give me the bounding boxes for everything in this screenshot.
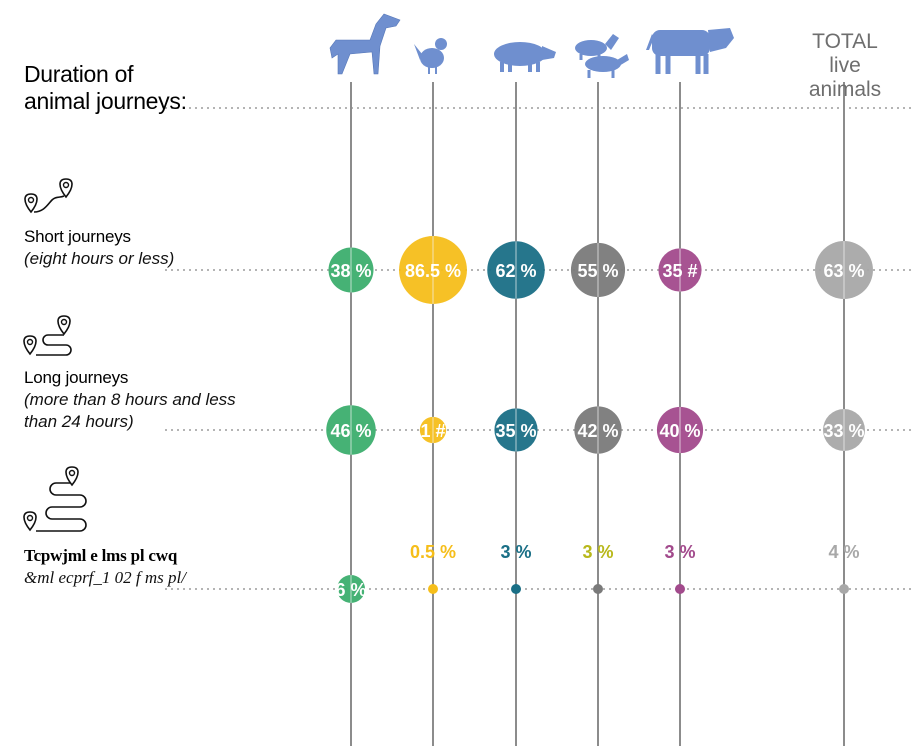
value-label-pigs-2: 3 % — [500, 542, 531, 562]
row-name-short: Short journeys — [24, 227, 131, 246]
value-label-pigs-0: 62 % — [495, 261, 536, 281]
chart-title: Duration of animal journeys: — [24, 61, 244, 115]
very-long-route-icon — [23, 466, 87, 532]
value-label-sheep-goats-0: 55 % — [577, 261, 618, 281]
row-desc-short: (eight hours or less) — [24, 249, 175, 268]
pig-icon — [494, 42, 556, 72]
value-label-total-2: 4 % — [828, 542, 859, 562]
value-label-cattle-2: 3 % — [664, 542, 695, 562]
row-label-short: Short journeys (eight hours or less) — [24, 226, 174, 270]
bubble-horses-0 — [328, 247, 374, 293]
value-label-total-0: 63 % — [823, 261, 864, 281]
bubble-pigs-2 — [511, 584, 521, 594]
value-label-poultry-1: 1 # — [420, 421, 445, 441]
title-text: Duration of animal journeys: — [24, 61, 187, 114]
value-label-poultry-2: 0.5 % — [410, 542, 456, 562]
value-label-sheep-goats-1: 42 % — [577, 421, 618, 441]
total-column-header: TOTAL live animals — [790, 30, 900, 102]
row-label-very-long: Tcpwjml e lms pl cwq &ml ecprf_1 02 f ms… — [24, 545, 186, 589]
row-name-very-long: Tcpwjml e lms pl cwq — [24, 546, 178, 565]
bubble-poultry-2 — [428, 584, 438, 594]
bubble-sheep-goats-2 — [593, 584, 603, 594]
bubble-total-1 — [823, 409, 865, 451]
bubble-cattle-0 — [658, 248, 702, 292]
value-label-horses-1: 46 % — [330, 421, 371, 441]
row-desc-long: (more than 8 hours and less than 24 hour… — [24, 390, 236, 431]
bubble-pigs-0 — [487, 241, 545, 299]
row-name-long: Long journeys — [24, 368, 129, 387]
value-label-horses-2: 6 % — [335, 580, 366, 600]
chicken-icon — [414, 38, 447, 74]
value-label-cattle-1: 40 % — [659, 421, 700, 441]
bubble-sheep-goats-0 — [570, 242, 626, 298]
short-route-icon — [24, 178, 73, 214]
bubble-sheep-goats-1 — [574, 406, 622, 454]
bubble-total-0 — [815, 241, 873, 299]
sheep-goat-icon — [575, 34, 629, 78]
bubble-poultry-1 — [419, 416, 447, 444]
cow-icon — [646, 28, 734, 74]
long-route-icon — [23, 315, 72, 356]
value-label-sheep-goats-2: 3 % — [582, 542, 613, 562]
bubble-total-2 — [839, 584, 849, 594]
horse-icon — [329, 13, 401, 75]
row-desc-very-long: &ml ecprf_1 02 f ms pl/ — [24, 568, 186, 587]
bubble-pigs-1 — [494, 408, 538, 452]
bubble-cattle-2 — [675, 584, 685, 594]
value-label-poultry-0: 86.5 % — [405, 261, 461, 281]
value-label-horses-0: 38 % — [330, 261, 371, 281]
row-label-long: Long journeys (more than 8 hours and les… — [24, 367, 236, 433]
value-label-pigs-1: 35 % — [495, 421, 536, 441]
value-label-total-1: 33 % — [823, 421, 864, 441]
total-header-text: TOTAL live animals — [808, 30, 882, 101]
bubble-poultry-0 — [399, 236, 467, 304]
bubble-horses-1 — [326, 405, 376, 455]
bubble-cattle-1 — [656, 406, 704, 454]
value-label-cattle-0: 35 # — [662, 261, 697, 281]
bubble-horses-2 — [337, 575, 365, 603]
